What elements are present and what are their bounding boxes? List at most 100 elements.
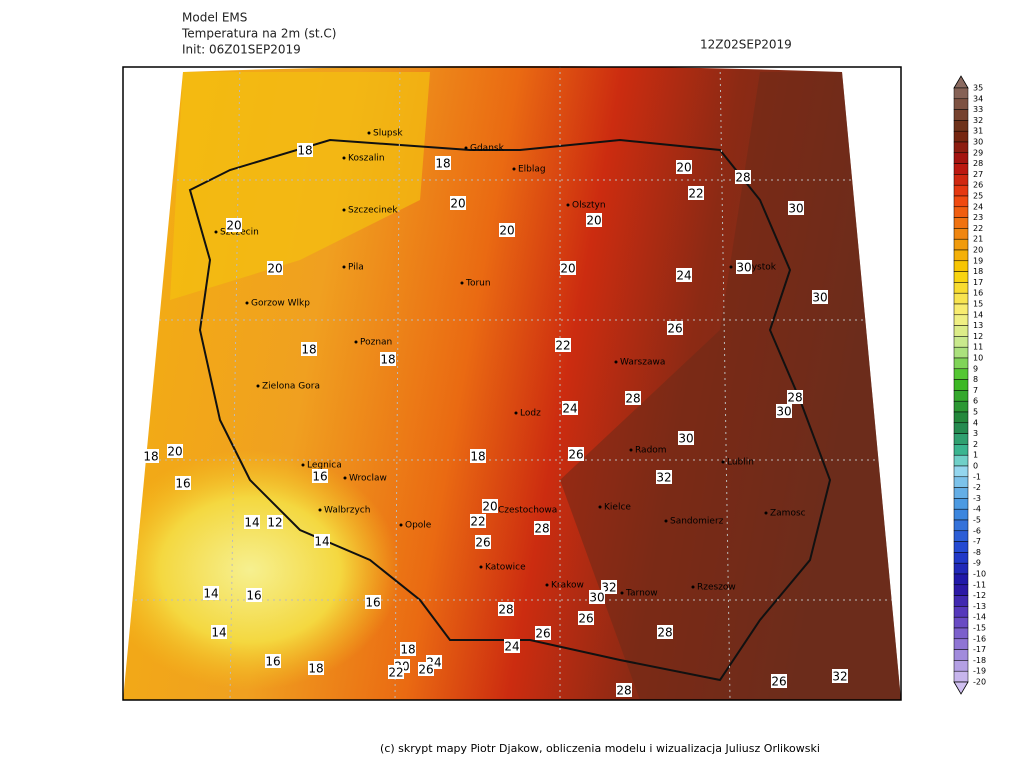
colorbar-label: -7 [973,537,981,546]
colorbar-cell [953,206,969,218]
colorbar-cell [953,422,969,434]
colorbar-cell [953,530,969,542]
city-dot [764,511,768,515]
colorbar-cell [953,314,969,326]
colorbar-label: -5 [973,516,981,525]
contour-label-box [676,268,692,282]
city-name: Pila [348,263,364,273]
colorbar-cell [953,303,969,316]
colorbar-label: -4 [973,505,981,514]
city-dot [318,508,322,512]
colorbar-cell [953,400,969,413]
colorbar-label: -9 [973,559,981,568]
city-dot [342,208,346,212]
city-name: Walbrzych [324,506,370,516]
contour-label-box [832,669,848,683]
colorbar-cell [953,346,969,359]
colorbar-cell [953,390,969,402]
colorbar-label: 11 [973,343,983,352]
colorbar-label: -10 [973,570,986,579]
contour-label-box [735,170,751,184]
colorbar-label: 22 [973,224,983,233]
colorbar-cell [953,271,969,283]
colorbar-cell [953,616,969,629]
contour-label: 14 [211,626,226,640]
colorbar-label: 25 [973,192,983,201]
colorbar-label: 3 [973,429,978,438]
contour-label: 18 [435,157,450,171]
contour-label-box [586,213,602,227]
city-dot [512,167,516,171]
city-name: Bialystok [735,263,777,273]
city-name: Zielona Gora [262,382,320,392]
colorbar-label: 10 [973,354,983,363]
city-name: Warszawa [620,358,665,368]
contour-label-box [504,639,520,653]
colorbar-cell [953,152,969,164]
colorbar-label: -1 [973,472,981,481]
city-name: Kielce [604,503,631,513]
colorbar-label: 32 [973,116,983,125]
colorbar-label: -12 [973,591,986,600]
contour-label: 30 [736,261,751,275]
city-dot [691,585,695,589]
contour-label-box [568,447,584,461]
colorbar-cell [953,562,969,575]
contour-label: 14 [314,535,329,549]
colorbar-cell [953,130,969,143]
colorbar-label: -6 [973,526,981,535]
colorbar-label: -17 [973,645,986,654]
contour-label: 16 [175,477,190,491]
city-name: Wroclaw [349,474,387,484]
city-dot [620,591,624,595]
contour-label: 18 [380,353,395,367]
contour-label: 30 [589,591,604,605]
colorbar-cell [953,87,969,100]
contour-label: 18 [143,450,158,464]
map-frame [122,66,902,701]
contour-label: 20 [499,224,514,238]
contour-label-box [812,290,828,304]
colorbar-label: -15 [973,624,986,633]
colorbar-label: 7 [973,386,978,395]
contour-label: 14 [244,516,259,530]
colorbar-cell [953,519,969,532]
contour-label-box [246,588,262,602]
contour-label-box [498,602,514,616]
contour-label-box [771,674,787,688]
city-name: Lodz [520,409,541,419]
colorbar-label: -8 [973,548,981,557]
colorbar-cell [953,195,969,208]
city-name: Gorzow Wlkp [251,299,310,309]
footer: (c) skrypt mapy Piotr Djakow, obliczenia… [380,742,820,755]
colorbar-cell [953,238,969,251]
city-name: Gdansk [470,144,505,154]
contour-label-box [589,590,605,604]
colorbar-cell [953,292,969,305]
city-dot [342,265,346,269]
city-dot [479,565,483,569]
colorbar-label: 29 [973,148,983,157]
contour-label-box [657,625,673,639]
colorbar-cell [953,98,969,110]
city-name: Radom [635,446,667,456]
colorbar-label: -18 [973,656,986,665]
init-time: Init: 06Z01SEP2019 [182,43,301,57]
colorbar-cell [953,444,969,456]
contour-label-box [400,642,416,656]
colorbar-label: 0 [973,462,978,471]
contour-label-box [688,186,704,200]
city-dot [214,230,218,234]
colorbar-label: 18 [973,267,983,276]
colorbar-cell [953,660,969,672]
colorbar-cell [953,260,969,272]
contour-label-box [365,595,381,609]
city-dot [598,505,602,509]
contour-label: 28 [616,684,631,698]
contour-label: 26 [418,663,433,677]
colorbar-cell [953,552,969,564]
city-name: Opole [405,521,432,531]
contour-label: 30 [812,291,827,305]
colorbar-label: 16 [973,289,983,298]
